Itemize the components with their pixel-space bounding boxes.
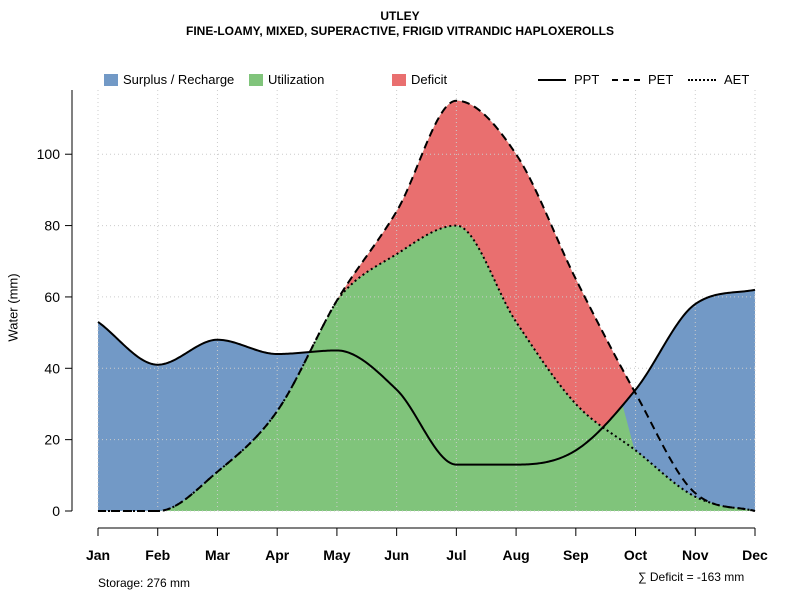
legend-surplus-label: Surplus / Recharge <box>123 72 235 87</box>
ppt-line <box>97 288 756 466</box>
x-tick-label-jan: Jan <box>86 547 110 563</box>
legend-utilization: Utilization <box>249 72 324 87</box>
chart-title: UTLEY <box>380 9 420 23</box>
x-tick-label-mar: Mar <box>205 547 230 563</box>
legend-surplus-swatch <box>104 73 118 86</box>
chart-subtitle: FINE-LOAMY, MIXED, SUPERACTIVE, FRIGID V… <box>185 24 615 38</box>
legend-pet-line <box>612 78 640 81</box>
legend-surplus: Surplus / Recharge <box>104 72 234 87</box>
legend-utilization-label: Utilization <box>268 72 325 87</box>
x-tick-label-feb: Feb <box>145 547 170 563</box>
legend-pet: PET <box>612 72 673 87</box>
x-tick-label-nov: Nov <box>682 547 709 563</box>
legend-aet: AET <box>688 72 749 87</box>
legend-ppt-label: PPT <box>574 72 600 87</box>
y-tick-label-5: 100 <box>37 146 61 162</box>
x-tick-label-aug: Aug <box>502 547 529 563</box>
legend-utilization-swatch <box>249 73 263 86</box>
x-tick-label-apr: Apr <box>265 547 290 563</box>
legend-ppt-line <box>538 78 566 81</box>
x-tick-label-dec: Dec <box>742 547 768 563</box>
x-tick-label-may: May <box>323 547 350 563</box>
aet-line <box>98 224 756 512</box>
legend-deficit-swatch <box>392 73 406 86</box>
legend-deficit-label: Deficit <box>411 72 448 87</box>
x-tick-label-jul: Jul <box>446 547 466 563</box>
legend-pet-label: PET <box>648 72 674 87</box>
legend-aet-label: AET <box>724 72 750 87</box>
deficit-annotation: ∑ Deficit = -163 mm <box>638 570 745 584</box>
legend-deficit: Deficit <box>392 72 447 87</box>
y-tick-label-2: 40 <box>44 360 60 376</box>
storage-annotation: Storage: 276 mm <box>98 576 191 590</box>
x-tick-label-oct: Oct <box>624 547 648 563</box>
pet-line <box>98 99 756 512</box>
y-tick-label-0: 0 <box>52 503 60 519</box>
y-tick-label-1: 20 <box>44 432 60 448</box>
deficit-area <box>98 100 755 428</box>
x-tick-label-sep: Sep <box>563 547 589 563</box>
x-tick-label-jun: Jun <box>384 547 409 563</box>
legend-aet-line <box>688 78 716 81</box>
legend-ppt: PPT <box>538 72 599 87</box>
y-tick-label-4: 80 <box>44 218 60 234</box>
y-tick-label-3: 60 <box>44 289 60 305</box>
